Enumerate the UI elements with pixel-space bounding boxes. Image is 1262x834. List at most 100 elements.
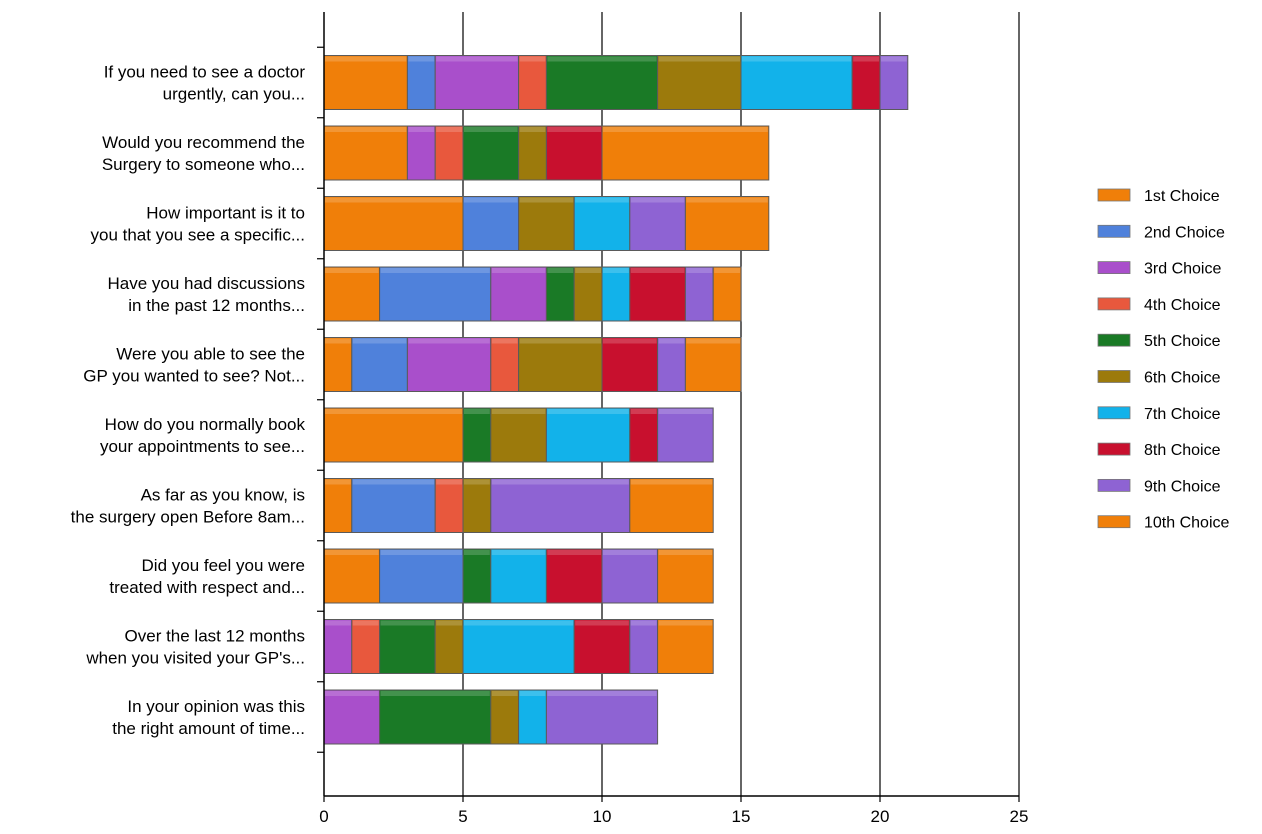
bar-highlight bbox=[408, 127, 435, 132]
bar-segment-5-1 bbox=[323, 337, 353, 392]
bar-segment-9-6 bbox=[434, 619, 464, 674]
bar-segment-8-5 bbox=[462, 548, 492, 604]
bar-highlight bbox=[464, 409, 490, 414]
bar-highlight bbox=[547, 550, 601, 555]
bar-highlight bbox=[658, 338, 685, 344]
bar-segment-9-3 bbox=[323, 619, 353, 674]
bar-segment-8-9 bbox=[601, 548, 659, 604]
bar-highlight bbox=[408, 338, 490, 344]
bar-segment-6-9 bbox=[657, 407, 714, 463]
bar-segment-1-4 bbox=[518, 55, 547, 110]
category-label-line: your appointments to see... bbox=[100, 437, 305, 456]
bar-highlight bbox=[547, 691, 657, 696]
legend-swatch-10 bbox=[1097, 515, 1131, 529]
bar-highlight bbox=[408, 56, 435, 62]
axes bbox=[317, 12, 1020, 802]
x-tick-labels: 0 5 10 15 20 25 bbox=[319, 807, 1028, 826]
bar-highlight bbox=[325, 691, 379, 696]
bar-segment-2-5 bbox=[462, 125, 520, 181]
bar-segment-10-3 bbox=[323, 689, 381, 745]
bar-highlight bbox=[658, 409, 713, 414]
bars bbox=[323, 55, 909, 745]
legend-swatch-9 bbox=[1097, 478, 1131, 492]
legend-swatch-3 bbox=[1097, 261, 1131, 275]
bar-highlight bbox=[380, 620, 435, 626]
bar-segment-7-2 bbox=[351, 478, 436, 533]
bar-segment-7-6 bbox=[462, 478, 492, 533]
bar-highlight bbox=[352, 620, 379, 626]
bar-highlight bbox=[325, 550, 379, 555]
x-tick-label: 5 bbox=[458, 807, 467, 826]
bar-highlight bbox=[575, 197, 629, 203]
legend-label-7: 7th Choice bbox=[1144, 406, 1221, 423]
legend-swatch-7 bbox=[1097, 406, 1131, 420]
bar-segment-5-3 bbox=[406, 337, 492, 392]
bar-highlight bbox=[519, 197, 574, 203]
bar-segment-5-2 bbox=[351, 337, 408, 392]
bar-highlight bbox=[881, 56, 907, 62]
x-tick-label: 10 bbox=[593, 807, 612, 826]
category-label-line: the right amount of time... bbox=[112, 719, 305, 738]
bar-highlight bbox=[603, 338, 657, 344]
bar-segment-1-9 bbox=[879, 55, 909, 110]
bar-segment-4-7 bbox=[601, 266, 631, 322]
bar-segment-2-6 bbox=[518, 125, 547, 181]
bar-segment-6-7 bbox=[545, 407, 631, 463]
bar-highlight bbox=[352, 338, 407, 344]
bar-segment-2-1 bbox=[323, 125, 408, 181]
bar-segment-4-2 bbox=[379, 266, 492, 322]
bar-segment-1-7 bbox=[740, 55, 853, 110]
legend-swatch-6 bbox=[1097, 370, 1131, 383]
bar-segment-7-1 bbox=[323, 478, 353, 533]
bar-segment-4-1 bbox=[323, 266, 381, 322]
category-label-line: Would you recommend the bbox=[102, 133, 305, 152]
bar-highlight bbox=[630, 479, 713, 485]
bar-segment-9-10 bbox=[657, 619, 714, 674]
bar-highlight bbox=[325, 620, 351, 626]
bar-highlight bbox=[686, 197, 768, 203]
bar-highlight bbox=[630, 268, 685, 273]
bar-highlight bbox=[547, 268, 574, 273]
bar-segment-4-5 bbox=[545, 266, 575, 322]
category-label-line: GP you wanted to see? Not... bbox=[83, 367, 305, 386]
bar-highlight bbox=[491, 268, 546, 273]
bar-highlight bbox=[380, 550, 462, 555]
bar-segment-10-5 bbox=[379, 689, 492, 745]
bar-highlight bbox=[325, 409, 462, 414]
bar-segment-8-1 bbox=[323, 548, 381, 604]
bar-highlight bbox=[603, 127, 768, 132]
bar-segment-4-3 bbox=[490, 266, 547, 322]
bar-segment-6-1 bbox=[323, 407, 464, 463]
bar-highlight bbox=[325, 56, 407, 62]
legend-swatch-1 bbox=[1097, 188, 1131, 202]
category-label-line: How important is it to bbox=[146, 204, 305, 223]
bar-highlight bbox=[575, 620, 629, 626]
category-label-line: In your opinion was this bbox=[127, 697, 305, 716]
bar-highlight bbox=[547, 127, 601, 132]
bar-segment-2-3 bbox=[406, 125, 436, 181]
category-label-line: in the past 12 months... bbox=[128, 296, 305, 315]
bar-highlight bbox=[464, 197, 518, 203]
legend-swatch-8 bbox=[1097, 442, 1131, 456]
legend-label-2: 2nd Choice bbox=[1144, 224, 1225, 241]
x-tick-label: 25 bbox=[1010, 807, 1029, 826]
category-label-line: you that you see a specific... bbox=[90, 226, 305, 245]
category-label-line: As far as you know, is bbox=[141, 486, 305, 505]
bar-highlight bbox=[491, 691, 518, 696]
bar-highlight bbox=[630, 409, 657, 414]
bar-highlight bbox=[603, 268, 629, 273]
bar-segment-5-10 bbox=[684, 337, 742, 392]
bar-segment-5-8 bbox=[601, 337, 659, 392]
bar-highlight bbox=[742, 56, 852, 62]
bar-highlight bbox=[325, 479, 351, 485]
legend-label-8: 8th Choice bbox=[1144, 442, 1221, 459]
category-labels: If you need to see a doctor urgently, can… bbox=[71, 63, 306, 739]
bar-segment-10-6 bbox=[490, 689, 520, 745]
bar-highlight bbox=[464, 550, 490, 555]
bar-segment-9-4 bbox=[351, 619, 381, 674]
bar-highlight bbox=[630, 197, 685, 203]
legend-swatch-5 bbox=[1097, 333, 1131, 347]
bar-highlight bbox=[547, 409, 629, 414]
bar-highlight bbox=[658, 620, 713, 626]
legend-label-6: 6th Choice bbox=[1144, 370, 1221, 387]
